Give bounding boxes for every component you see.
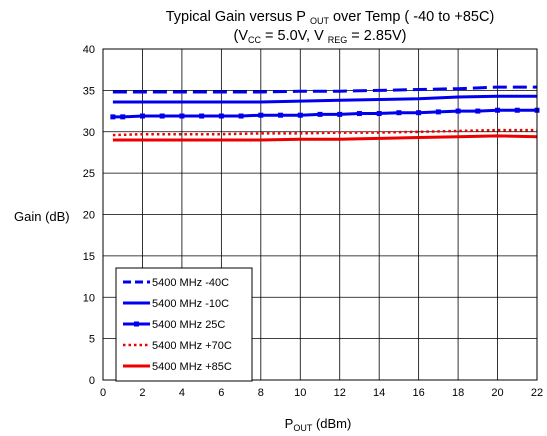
x-tick-label-22: 22 xyxy=(531,387,543,399)
series-layer xyxy=(110,85,540,142)
series-point-2-21 xyxy=(514,107,520,113)
title2-p1: (V xyxy=(233,28,248,44)
title-suffix: over Temp ( -40 to +85C) xyxy=(329,9,494,25)
x-title-suffix: (dBm) xyxy=(312,416,351,431)
x-tick-label-4: 4 xyxy=(179,387,185,399)
tick-labels: 0 5 10 15 20 25 30 35 40 0 2 4 6 8 10 12 14 16 18 20 22 xyxy=(83,44,543,399)
legend-label-1: 5400 MHz -10C xyxy=(152,298,229,310)
series-point-2-1 xyxy=(120,114,126,120)
series-line-2 xyxy=(112,108,537,119)
series-point-2-8 xyxy=(258,112,264,118)
series-point-2-17 xyxy=(435,109,441,115)
series-0 xyxy=(112,85,537,94)
legend-item-1: 5400 MHz -10C xyxy=(123,298,229,310)
series-point-2-19 xyxy=(475,108,481,114)
plot-frame xyxy=(102,48,538,381)
legend-label-4: 5400 MHz +85C xyxy=(152,361,232,373)
series-line-3 xyxy=(112,128,537,137)
title2-p3: = 2.85V) xyxy=(347,28,406,44)
legend-label-0: 5400 MHz -40C xyxy=(152,277,229,289)
x-tick-label-18: 18 xyxy=(452,387,464,399)
series-point-2-3 xyxy=(159,113,165,119)
title-sub: OUT xyxy=(310,16,330,26)
series-3 xyxy=(112,128,537,137)
y-tick-label-20: 20 xyxy=(83,210,95,222)
x-tick-label-20: 20 xyxy=(491,387,503,399)
x-tick-label-14: 14 xyxy=(373,387,385,399)
series-1 xyxy=(112,94,537,104)
series-point-2-20 xyxy=(495,107,501,113)
series-point-2-15 xyxy=(396,110,402,116)
legend-label-3: 5400 MHz +70C xyxy=(152,340,232,352)
legend: 5400 MHz -40C 5400 MHz -10C 5400 MHz 25C 54… xyxy=(115,267,253,382)
title2-s1: CC xyxy=(248,35,261,45)
y-tick-label-5: 5 xyxy=(89,334,95,346)
title2-s2: REG xyxy=(328,35,348,45)
x-tick-label-0: 0 xyxy=(100,387,106,399)
series-point-2-14 xyxy=(376,111,382,117)
y-tick-label-10: 10 xyxy=(83,292,95,304)
title-prefix: Typical Gain versus P xyxy=(166,9,306,25)
legend-item-4: 5400 MHz +85C xyxy=(123,361,232,373)
series-point-2-11 xyxy=(317,111,323,117)
y-tick-label-0: 0 xyxy=(89,375,95,387)
x-tick-label-6: 6 xyxy=(218,387,224,399)
legend-item-2: 5400 MHz 25C xyxy=(123,319,225,331)
y-tick-label-15: 15 xyxy=(83,251,95,263)
series-point-2-9 xyxy=(278,112,284,118)
x-axis-title: POUT (dBm) xyxy=(285,416,352,433)
x-tick-label-16: 16 xyxy=(413,387,425,399)
y-tick-label-40: 40 xyxy=(83,44,95,56)
x-tick-label-2: 2 xyxy=(139,387,145,399)
chart-title-line2: (VCC = 5.0V, V REG = 2.85V) xyxy=(233,28,406,45)
series-point-2-10 xyxy=(297,112,303,118)
legend-marker-2 xyxy=(134,321,139,327)
legend-item-3: 5400 MHz +70C xyxy=(123,340,232,352)
chart-title-line1: Typical Gain versus P OUT over Temp ( -40… xyxy=(166,9,495,26)
title2-p2: = 5.0V, V xyxy=(261,28,324,44)
series-point-2-0 xyxy=(110,114,116,120)
legend-label-2: 5400 MHz 25C xyxy=(152,319,225,331)
x-tick-label-10: 10 xyxy=(294,387,306,399)
y-tick-label-35: 35 xyxy=(83,85,95,97)
y-tick-label-25: 25 xyxy=(83,168,95,180)
series-point-2-7 xyxy=(238,113,244,119)
series-line-1 xyxy=(112,94,537,104)
series-line-4 xyxy=(112,134,538,142)
series-point-2-12 xyxy=(337,111,343,117)
x-tick-label-8: 8 xyxy=(258,387,264,399)
series-point-2-6 xyxy=(218,113,224,119)
legend-item-0: 5400 MHz -40C xyxy=(123,277,229,289)
series-point-2-2 xyxy=(139,113,145,119)
x-title-sub: OUT xyxy=(293,423,313,433)
y-tick-label-30: 30 xyxy=(83,127,95,139)
x-tick-label-12: 12 xyxy=(334,387,346,399)
y-axis-title: Gain (dB) xyxy=(14,209,70,224)
series-line-0 xyxy=(112,85,537,94)
series-4 xyxy=(112,134,538,142)
series-point-2-4 xyxy=(179,113,185,119)
series-2 xyxy=(110,107,540,120)
series-point-2-16 xyxy=(416,110,422,116)
series-point-2-18 xyxy=(455,108,461,114)
x-title-main: P xyxy=(285,416,294,431)
series-point-2-13 xyxy=(356,111,362,117)
series-point-2-5 xyxy=(199,113,205,119)
